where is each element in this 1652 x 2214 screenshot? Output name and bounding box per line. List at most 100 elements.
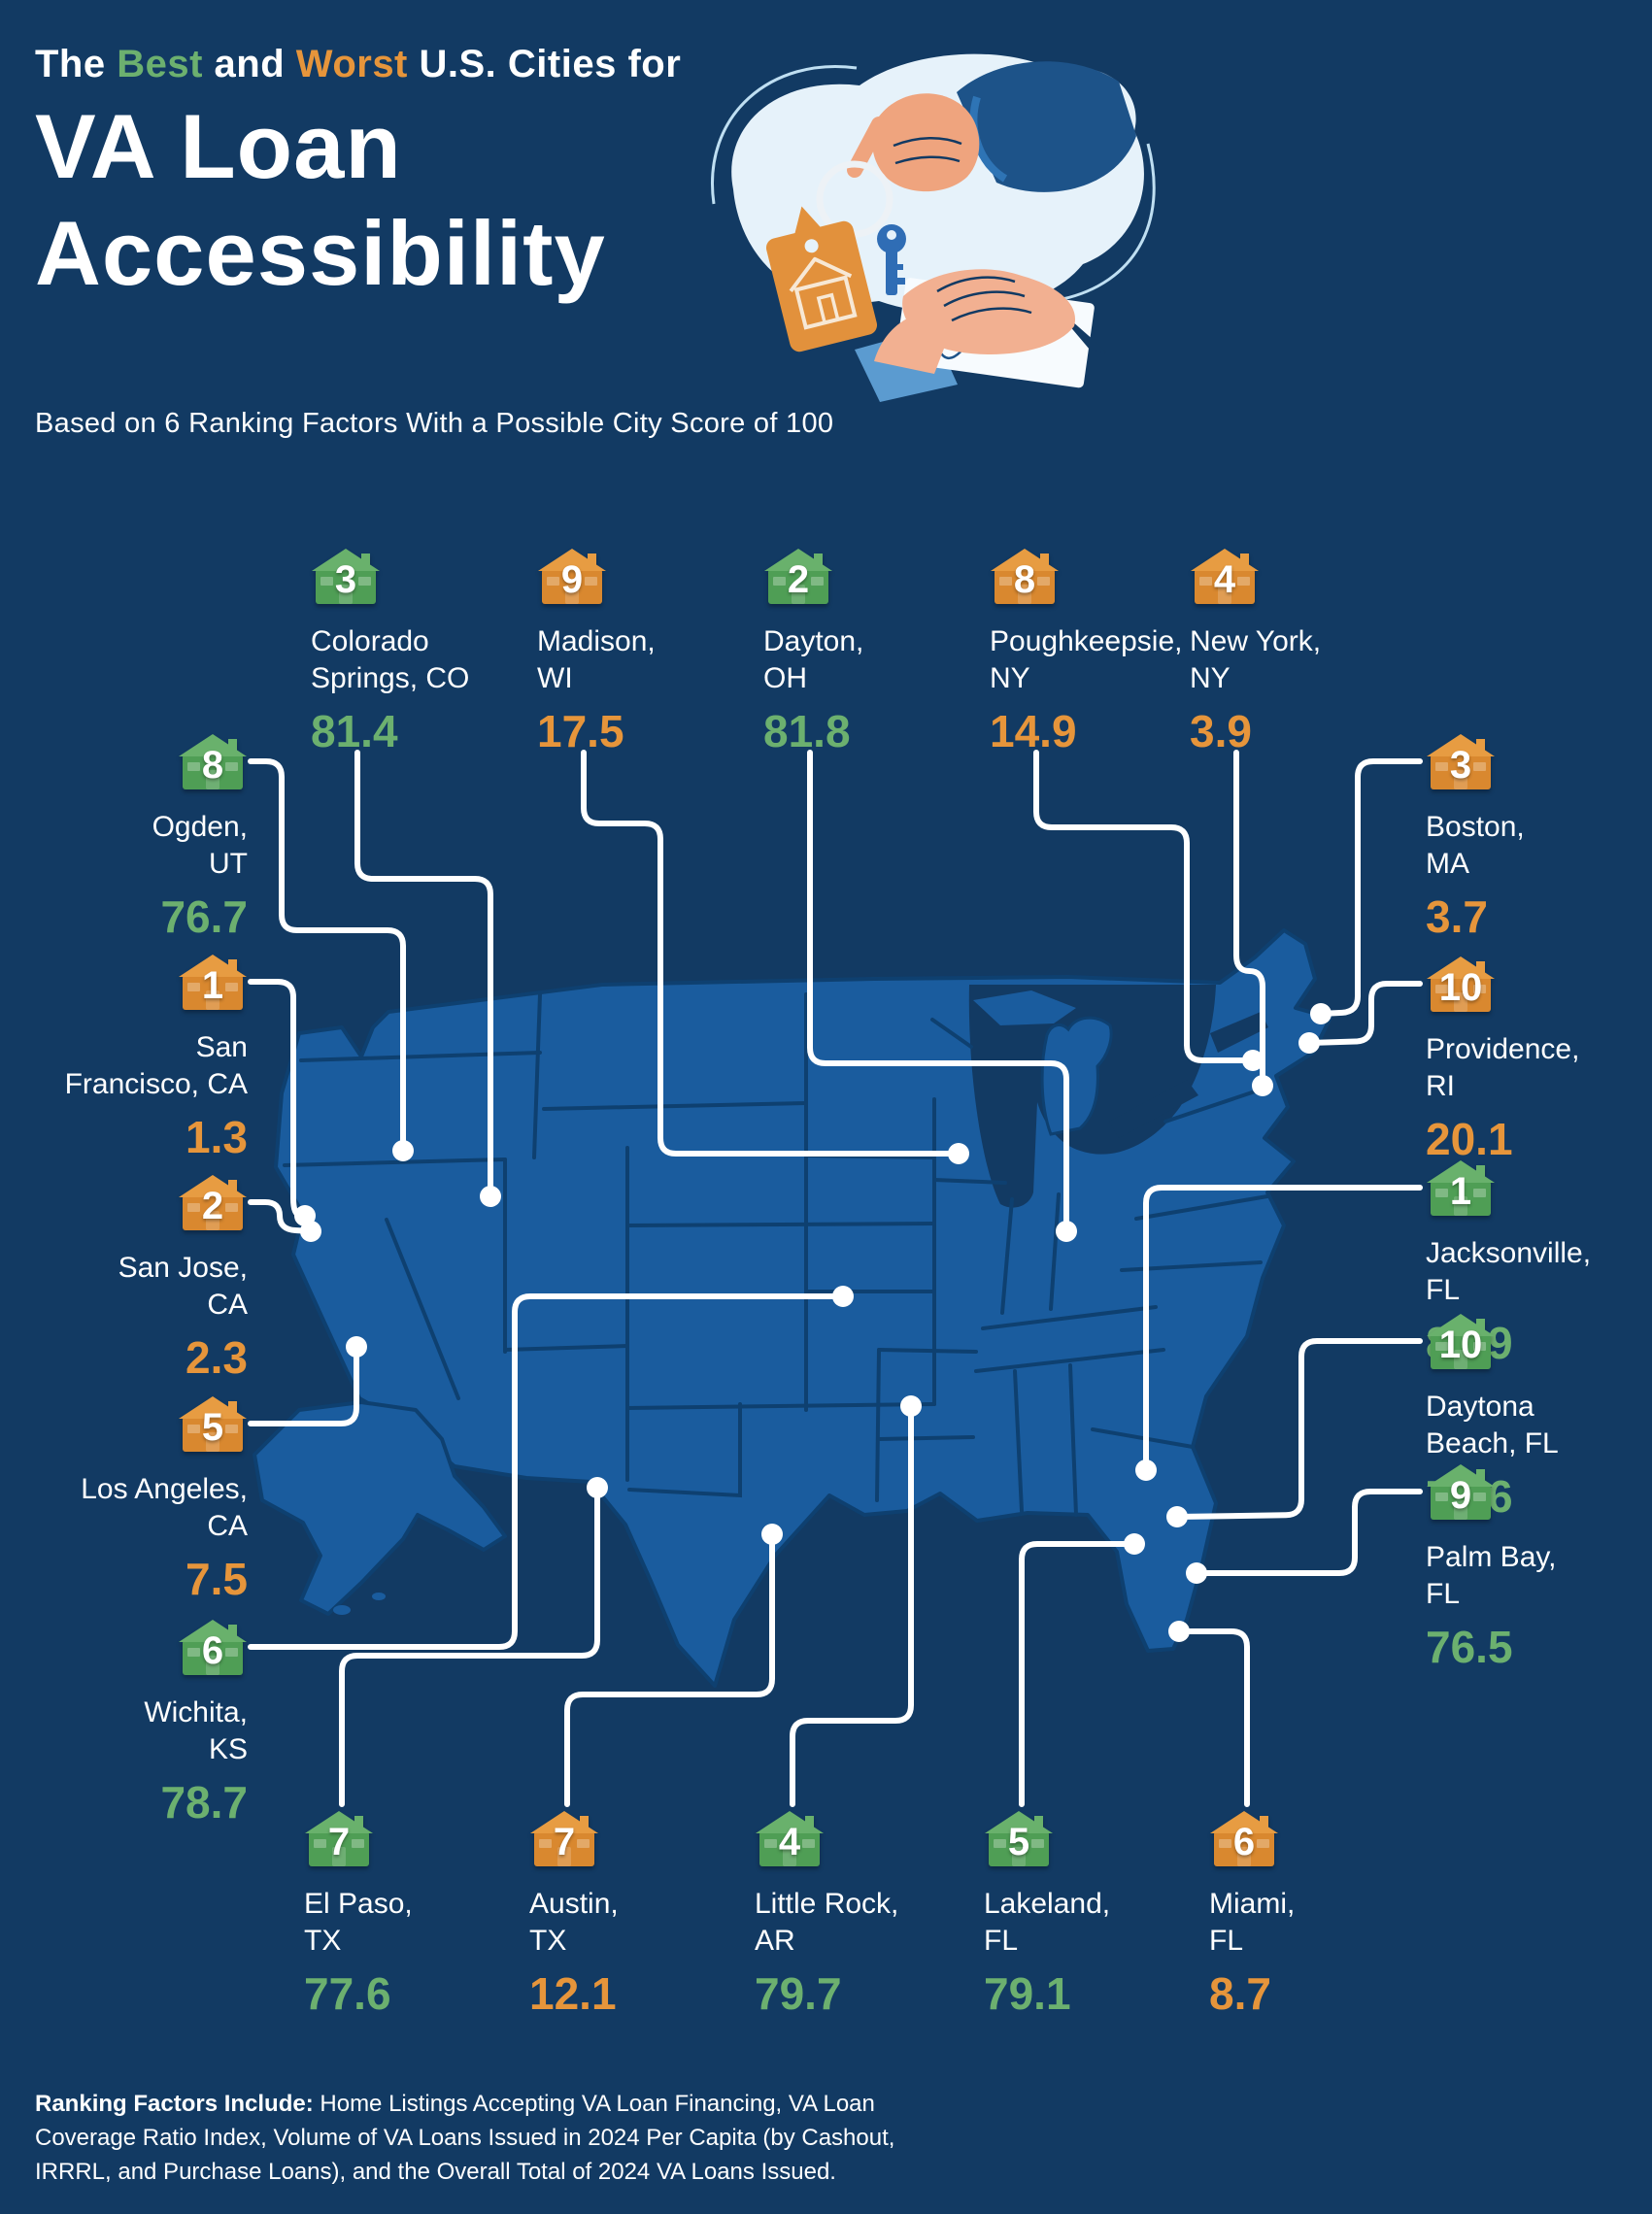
main-title-line2: Accessibility: [35, 201, 606, 304]
rank-house-badge: 8: [990, 546, 1060, 608]
city-dot-colorado-springs: [480, 1186, 501, 1207]
rank-house-badge: 1: [1426, 1157, 1496, 1220]
city-score: 76.7: [160, 891, 248, 943]
city-score: 77.6: [304, 1968, 391, 2020]
callout-line-madison: [581, 750, 961, 1157]
city-score: 3.7: [1426, 891, 1488, 943]
city-name: Little Rock, AR: [755, 1888, 899, 1958]
callout-line-ogden: [248, 758, 406, 1154]
city-name: Daytona Beach, FL: [1426, 1391, 1559, 1460]
city-score: 3.9: [1190, 706, 1252, 757]
city-rank: 8: [201, 743, 224, 787]
footer-text: Home Listings Accepting VA Loan Financin…: [35, 2091, 895, 2185]
city-entry-madison: 9 Madison, WI 17.5: [537, 546, 673, 757]
rank-house-badge: 4: [1190, 546, 1260, 608]
city-dot-new-york: [1252, 1075, 1273, 1096]
house-icon: [538, 549, 606, 604]
city-rank: 3: [1449, 743, 1472, 787]
title-worst-word: Worst: [295, 43, 408, 85]
city-rank: 10: [1438, 965, 1483, 1009]
city-rank: 6: [201, 1628, 224, 1672]
city-dot-little-rock: [900, 1395, 922, 1417]
city-name: San Francisco, CA: [64, 1031, 248, 1101]
city-name: Ogden, UT: [152, 811, 248, 881]
rank-house-badge: 1: [178, 952, 248, 1014]
footer-note: Ranking Factors Include: Home Listings A…: [35, 2088, 909, 2189]
city-name: Providence, RI: [1426, 1033, 1580, 1103]
city-dot-austin: [761, 1524, 783, 1545]
city-rank: 2: [201, 1184, 224, 1227]
city-rank: 5: [1007, 1820, 1030, 1863]
city-name: Colorado Springs, CO: [311, 625, 470, 695]
house-icon: [179, 1396, 247, 1452]
city-entry-colorado-springs: 3 Colorado Springs, CO 81.4: [311, 546, 500, 757]
city-rank: 1: [1449, 1169, 1472, 1213]
keys-handover-illustration: [711, 53, 1156, 402]
city-entry-los-angeles: 5 Los Angeles, CA 7.5: [58, 1393, 248, 1605]
city-rank: 1: [201, 963, 224, 1007]
city-dot-madison: [948, 1143, 969, 1164]
city-rank: 8: [1013, 557, 1036, 601]
key-ring-icon: [816, 160, 893, 238]
city-dot-el-paso: [587, 1477, 608, 1498]
city-score: 7.5: [185, 1554, 248, 1605]
city-dot-providence: [1298, 1032, 1320, 1054]
callout-line-austin: [564, 1531, 775, 1807]
callout-line-wichita: [248, 1293, 846, 1650]
house-icon: [1427, 1160, 1495, 1216]
footer-lead: Ranking Factors Include:: [35, 2091, 314, 2117]
city-dot-poughkeepsie: [1242, 1050, 1264, 1071]
city-score: 79.1: [984, 1968, 1071, 2020]
city-entry-new-york: 4 New York, NY 3.9: [1190, 546, 1345, 757]
alaska-island: [333, 1605, 351, 1615]
city-dot-los-angeles: [346, 1336, 367, 1358]
city-dot-dayton: [1056, 1221, 1077, 1242]
callout-line-lakeland: [1019, 1541, 1137, 1807]
callout-line-el-paso: [339, 1485, 600, 1807]
city-entry-palm-bay: 9 Palm Bay, FL 76.5: [1426, 1461, 1571, 1673]
city-name: Miami, FL: [1209, 1888, 1296, 1958]
city-entry-el-paso: 7 El Paso, TX 77.6: [304, 1808, 421, 2020]
subtitle: Based on 6 Ranking Factors With a Possib…: [35, 408, 834, 439]
rank-house-badge: 2: [763, 546, 833, 608]
city-dot-ogden: [392, 1140, 414, 1161]
receiving-hand: [874, 269, 1076, 374]
alaska-island: [372, 1593, 386, 1600]
city-dot-daytona-beach: [1166, 1506, 1188, 1527]
state-borders: [283, 992, 1269, 1517]
house-icon: [179, 1175, 247, 1230]
main-title: VA Loan Accessibility: [35, 93, 606, 307]
rank-house-badge: 7: [529, 1808, 599, 1870]
blob-outline-arc: [711, 65, 858, 205]
house-icon: [991, 549, 1059, 604]
city-name: Madison, WI: [537, 625, 656, 695]
city-name: Austin, TX: [529, 1888, 619, 1958]
lake-ontario: [1210, 1012, 1268, 1053]
city-rank: 9: [1449, 1473, 1472, 1517]
rank-house-badge: 2: [178, 1172, 248, 1234]
city-name: Dayton, OH: [763, 625, 864, 695]
rank-house-badge: 3: [311, 546, 381, 608]
callout-line-dayton: [807, 750, 1069, 1234]
page-title: The Best and Worst U.S. Cities for: [35, 43, 681, 86]
house-icon: [312, 549, 380, 604]
rank-house-badge: 5: [178, 1393, 248, 1456]
house-icon: [756, 1811, 824, 1866]
rank-house-badge: 4: [755, 1808, 825, 1870]
callout-line-daytona-beach: [1174, 1338, 1423, 1520]
city-score: 17.5: [537, 706, 624, 757]
main-title-line1: VA Loan: [35, 95, 402, 197]
house-keychain-tag: [765, 206, 878, 352]
city-name: Palm Bay, FL: [1426, 1541, 1557, 1611]
title-and: and: [202, 43, 296, 85]
callout-lines: [248, 750, 1423, 1807]
rank-house-badge: 8: [178, 731, 248, 793]
callout-line-colorado-springs: [354, 750, 493, 1199]
city-dot-palm-bay: [1186, 1562, 1207, 1584]
city-name: Los Angeles, CA: [81, 1473, 248, 1543]
house-icon: [985, 1811, 1053, 1866]
city-entry-miami: 6 Miami, FL 8.7: [1209, 1808, 1326, 2020]
city-rank: 2: [787, 557, 810, 601]
city-dot-san-jose: [300, 1221, 321, 1242]
